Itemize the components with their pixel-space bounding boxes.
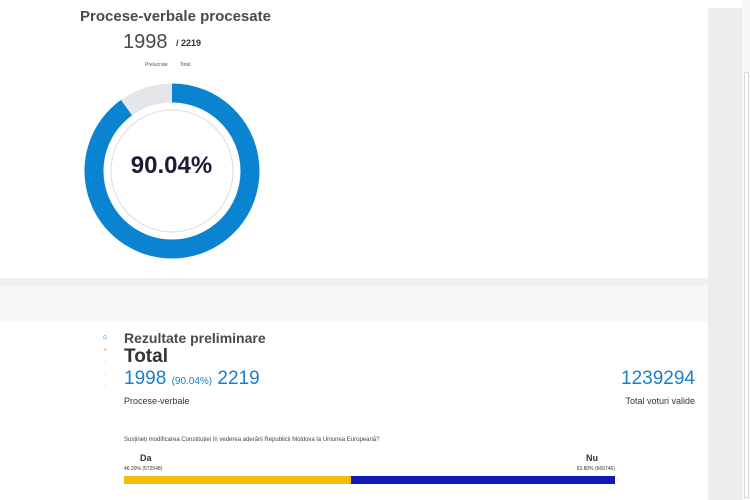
results-subtitle: Total [124, 346, 168, 367]
results-card-header-band [0, 286, 708, 322]
results-total: 2219 [217, 368, 260, 389]
results-count-percent: (90.04%) [171, 376, 213, 387]
processed-total: / 2219 [176, 38, 202, 48]
option-da-label: Da [140, 453, 152, 463]
plus-icon[interactable]: + [102, 347, 108, 354]
processed-count: 1998 [123, 31, 168, 53]
processed-donut-chart [84, 83, 260, 259]
donut-inner-outline [110, 109, 234, 233]
results-title: Rezultate preliminare [124, 330, 266, 346]
processed-card: Procese-verbale procesate 1998 / 2219 Pr… [0, 0, 708, 278]
home-icon[interactable]: ⌂ [102, 332, 108, 341]
dot-icon[interactable]: · [103, 359, 107, 366]
results-count: 1998 [124, 368, 167, 389]
processed-percent: 90.04% [130, 152, 213, 179]
right-gutter [708, 8, 746, 500]
results-bar [124, 476, 615, 484]
results-bar-da [124, 476, 351, 484]
donut-processed-arc [84, 83, 260, 259]
option-nu-percent: 53.80% (666746) [576, 466, 615, 472]
legend-total: Total [180, 62, 191, 68]
results-pv-label: Procese-verbale [124, 396, 190, 406]
processed-title: Procese-verbale procesate [80, 8, 271, 25]
dot-icon[interactable]: · [103, 371, 107, 378]
option-nu-label: Nu [586, 453, 598, 463]
valid-votes-label: Total voturi valide [625, 396, 695, 406]
legend-processed: Prelucrate [145, 62, 168, 68]
dot-icon[interactable]: · [103, 383, 107, 390]
results-pv-count: 1998 (90.04%) 2219 [124, 368, 260, 390]
results-bar-nu [350, 476, 615, 484]
valid-votes-count: 1239294 [621, 368, 695, 389]
referendum-question: Susțineți modificarea Constituției în ve… [124, 437, 380, 443]
scrollbar-thumb[interactable] [744, 72, 749, 498]
option-da-percent: 46.20% (572548) [124, 466, 163, 472]
